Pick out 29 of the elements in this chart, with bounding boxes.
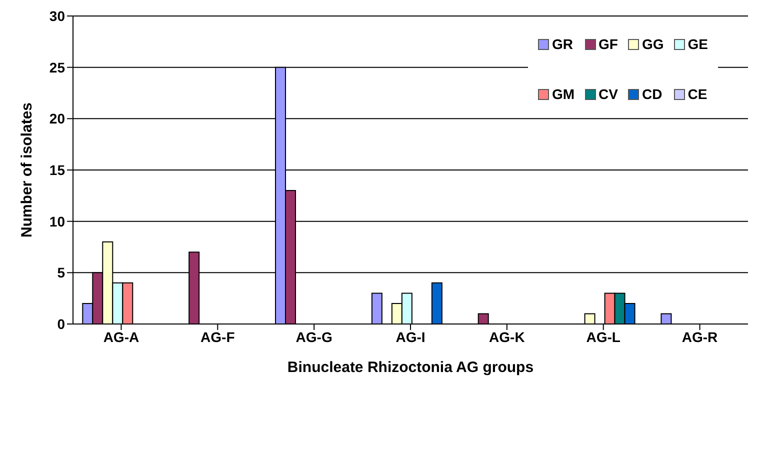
x-tick-label: AG-G	[296, 328, 332, 345]
y-axis-title: Number of isolates	[18, 102, 36, 238]
bar	[478, 313, 489, 324]
legend-label: CD	[640, 86, 664, 102]
y-tick-label: 0	[57, 316, 66, 332]
y-tick-label: 5	[57, 264, 66, 281]
bar	[584, 313, 596, 324]
bar	[660, 313, 672, 324]
legend-label: CV	[598, 86, 618, 102]
bar	[431, 282, 442, 324]
legend-label: GF	[598, 36, 618, 52]
legend-label: GM	[550, 86, 575, 102]
y-tick-label: 20	[49, 110, 66, 127]
legend-label: GR	[550, 36, 574, 52]
legend-label: GG	[640, 36, 664, 52]
x-tick-label: AG-A	[103, 328, 140, 345]
y-tick-label: 25	[49, 59, 66, 76]
y-tick-label: 15	[49, 162, 66, 178]
x-tick-label: AG-L	[586, 328, 621, 345]
legend-label: CE	[686, 86, 708, 102]
x-axis-title: Binucleate Rhizoctonia AG groups	[287, 359, 534, 376]
legend-label: GE	[686, 36, 708, 52]
y-tick-label: 30	[49, 8, 66, 24]
bar	[371, 292, 382, 324]
x-tick-label: AG-F	[200, 328, 236, 345]
x-tick-label: AG-R	[682, 328, 718, 345]
x-tick-label: AG-I	[396, 328, 426, 345]
y-tick-label: 10	[49, 213, 66, 230]
x-tick-label: AG-K	[489, 328, 525, 345]
